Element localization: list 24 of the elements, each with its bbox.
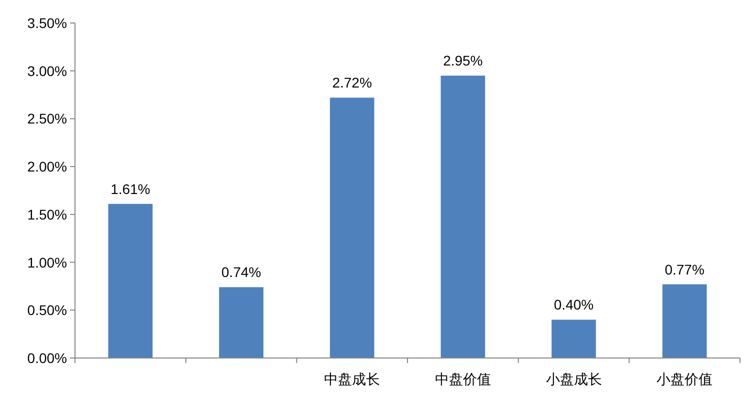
bar (219, 287, 264, 358)
x-tick-label: 小盘价值 (656, 371, 713, 387)
data-label: 0.77% (664, 261, 704, 278)
bar (108, 204, 153, 358)
y-tick-label: 1.50% (27, 206, 67, 222)
y-tick-label: 0.50% (27, 302, 67, 318)
y-tick-label: 0.00% (27, 350, 67, 366)
data-label: 0.74% (221, 264, 262, 280)
y-tick-label: 2.00% (27, 158, 67, 175)
x-tick-label: 小盘成长 (546, 371, 602, 387)
x-tick-label: 中盘成长 (324, 371, 380, 387)
bar (440, 76, 486, 358)
y-tick-label: 2.50% (27, 110, 67, 127)
y-tick-label: 3.50% (27, 15, 67, 31)
data-label: 1.61% (110, 180, 150, 197)
y-tick-label: 1.00% (27, 254, 67, 270)
data-label: 2.95% (443, 52, 483, 69)
data-label: 2.72% (332, 74, 372, 91)
data-label: 0.40% (554, 296, 594, 313)
x-tick-label: 中盘价值 (434, 371, 491, 387)
y-tick-label: 3.00% (27, 62, 67, 79)
bar (330, 98, 374, 358)
bar (552, 320, 596, 358)
bar (662, 284, 707, 358)
